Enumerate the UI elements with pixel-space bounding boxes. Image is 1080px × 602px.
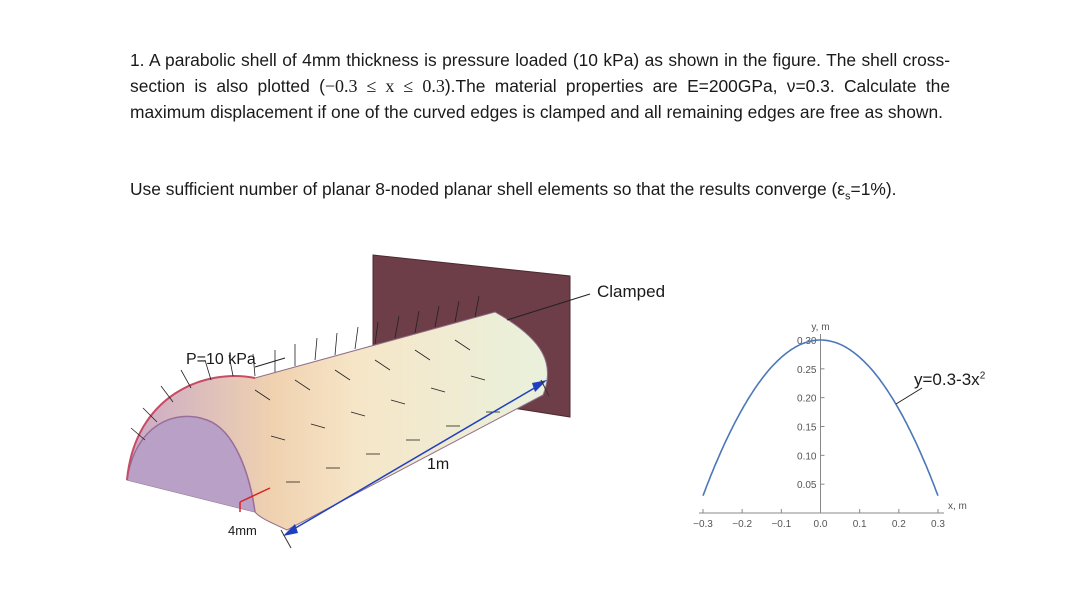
clamped-label: Clamped (597, 282, 666, 301)
pressure-leader-line (254, 357, 286, 368)
x-tick-label: −0.3 (693, 519, 713, 530)
equation-label: y=0.3-3x2 (914, 370, 985, 390)
equation-exponent: 2 (979, 370, 986, 382)
convergence-text-part1: Use sufficient number of planar 8-noded … (130, 179, 846, 199)
problem-text-part2: ).The material properties are E=200GPa, … (130, 76, 950, 122)
shell-inner-edge (126, 415, 256, 513)
shell-figure: Clamped P=10 kPa 1m 4mm (95, 250, 665, 570)
y-tick-label: 0.15 (797, 423, 817, 434)
pressure-arrows (130, 295, 500, 483)
x-tick-label: 0.1 (853, 519, 867, 530)
problem-text-part1: 1. A parabolic shell of 4mm thickness is… (130, 50, 950, 96)
y-tick-label: 0.25 (797, 365, 817, 376)
equation-leader-line (895, 387, 923, 405)
equation-text: y=0.3-3x (914, 370, 980, 389)
clamped-leader-line (506, 293, 591, 321)
length-dimension (280, 379, 550, 549)
convergence-text-part2: =1%). (850, 179, 897, 199)
y-axis-label: y, m (811, 322, 829, 333)
parabola-curve (702, 339, 939, 496)
y-tick-label: 0.05 (797, 480, 817, 491)
epsilon-subscript: s (845, 190, 851, 203)
thickness-marker (239, 487, 271, 512)
pressure-label: P=10 kPa (186, 351, 256, 368)
cross-section-plot: −0.3 −0.2 −0.1 0.0 0.1 0.2 0.3 0.05 0.10 0.15 0.20… (670, 300, 1010, 540)
shell-front-edge (126, 375, 256, 481)
y-tick-label: 0.10 (797, 451, 817, 462)
thickness-label: 4mm (228, 523, 257, 538)
x-tick-label: 0.3 (931, 519, 945, 530)
x-tick-label: −0.2 (732, 519, 752, 530)
cross-section-plot-svg: −0.3 −0.2 −0.1 0.0 0.1 0.2 0.3 0.05 0.10 0.15 0.20… (693, 322, 967, 530)
x-tick-label: −0.1 (771, 519, 791, 530)
domain-inequality: −0.3 ≤ x ≤ 0.3 (324, 76, 445, 96)
convergence-paragraph: Use sufficient number of planar 8-noded … (130, 176, 950, 209)
x-tick-label: 0.2 (892, 519, 906, 530)
x-axis-label: x, m (948, 501, 967, 512)
x-tick-label: 0.0 (814, 519, 828, 530)
length-label: 1m (427, 456, 450, 473)
shell-figure-drawing (126, 254, 591, 549)
problem-statement-paragraph: 1. A parabolic shell of 4mm thickness is… (130, 47, 950, 125)
y-tick-label: 0.20 (797, 394, 817, 405)
